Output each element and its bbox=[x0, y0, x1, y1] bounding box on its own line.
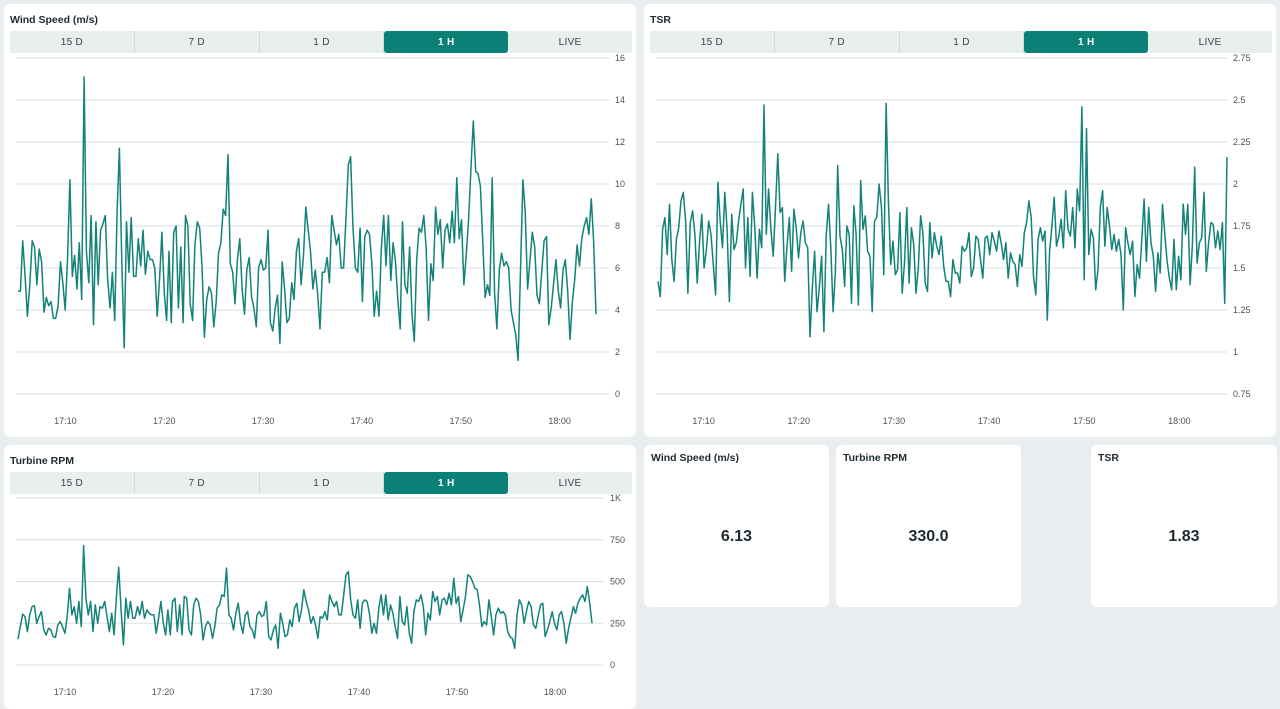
turbine-rpm-chart-card: Turbine RPM 15 D 7 D 1 D 1 H LIVE 0 250 50… bbox=[4, 445, 636, 709]
y-tick-label: 2 bbox=[615, 347, 620, 357]
tab-7d[interactable]: 7 D bbox=[775, 31, 900, 53]
y-tick-label: 500 bbox=[610, 577, 625, 587]
x-tick-label: 17:10 bbox=[54, 416, 77, 426]
x-tick-label: 17:40 bbox=[978, 416, 1001, 426]
tab-1h[interactable]: 1 H bbox=[1024, 31, 1149, 53]
y-tick-label: 1.25 bbox=[1233, 305, 1251, 315]
tab-live[interactable]: LIVE bbox=[558, 36, 582, 48]
tsr-chart-card: TSR 15 D 7 D 1 D 1 H LIVE 0.75 1 1.25 1.5 1.… bbox=[644, 4, 1276, 437]
y-tick-label: 1.75 bbox=[1233, 221, 1251, 231]
x-tick-label: 18:00 bbox=[548, 416, 571, 426]
metric-title: TSR bbox=[1098, 452, 1119, 464]
time-range-tabs: 15 D 7 D 1 D 1 H LIVE bbox=[10, 31, 632, 53]
wind-speed-chart-card: Wind Speed (m/s) 15 D 7 D 1 D 1 H LIVE 0… bbox=[4, 4, 636, 437]
time-range-tabs: 15 D 7 D 1 D 1 H LIVE bbox=[10, 472, 632, 494]
series-line bbox=[18, 76, 597, 362]
y-tick-label: 16 bbox=[615, 53, 625, 63]
x-tick-label: 17:30 bbox=[883, 416, 906, 426]
tab-1d[interactable]: 1 D bbox=[260, 31, 385, 53]
turbine-rpm-line-chart[interactable]: 0 250 500 750 1K 17:10 17:20 17:30 17:40 17:50 18:… bbox=[4, 445, 636, 709]
y-tick-label: 0 bbox=[615, 389, 620, 399]
y-tick-label: 10 bbox=[615, 179, 625, 189]
metric-value: 6.13 bbox=[720, 528, 753, 545]
x-tick-label: 17:10 bbox=[692, 416, 715, 426]
y-tick-label: 0.75 bbox=[1233, 389, 1251, 399]
metric-value: 330.0 bbox=[908, 528, 949, 545]
tab-1d[interactable]: 1 D bbox=[260, 472, 385, 494]
x-tick-label: 17:20 bbox=[153, 416, 176, 426]
metric-title: Turbine RPM bbox=[843, 452, 907, 464]
tab-15d[interactable]: 15 D bbox=[10, 472, 135, 494]
x-tick-label: 17:40 bbox=[351, 416, 374, 426]
y-tick-label: 8 bbox=[615, 221, 620, 231]
wind-speed-line-chart[interactable]: 0 2 4 6 8 10 12 14 16 17:10 17:20 17:30 17:40 17:50 18… bbox=[4, 4, 636, 437]
tab-7d[interactable]: 7 D bbox=[135, 472, 260, 494]
y-tick-label: 2.75 bbox=[1233, 53, 1251, 63]
x-tick-label: 17:10 bbox=[54, 687, 77, 697]
series-line bbox=[657, 102, 1228, 338]
x-tick-label: 17:30 bbox=[252, 416, 275, 426]
x-tick-label: 18:00 bbox=[544, 687, 567, 697]
turbine-rpm-metric-card: Turbine RPM 330.0 bbox=[836, 445, 1021, 607]
y-tick-label: 750 bbox=[610, 535, 625, 545]
y-tick-label: 1K bbox=[610, 493, 621, 503]
tab-1h[interactable]: 1 H bbox=[384, 31, 509, 53]
tsr-line-chart[interactable]: 0.75 1 1.25 1.5 1.75 2 2.25 2.5 2.75 17:10 17:20 17… bbox=[644, 4, 1276, 437]
x-tick-label: 17:50 bbox=[449, 416, 472, 426]
y-tick-label: 0 bbox=[610, 660, 615, 670]
y-tick-label: 1 bbox=[1233, 347, 1238, 357]
x-tick-label: 17:50 bbox=[1073, 416, 1096, 426]
wind-speed-metric-card: Wind Speed (m/s) 6.13 bbox=[644, 445, 829, 607]
x-tick-label: 17:20 bbox=[787, 416, 810, 426]
metric-value: 1.83 bbox=[1168, 528, 1200, 545]
tab-live[interactable]: LIVE bbox=[1198, 36, 1222, 48]
y-tick-label: 6 bbox=[615, 263, 620, 273]
y-tick-label: 2.25 bbox=[1233, 137, 1251, 147]
x-tick-label: 17:20 bbox=[152, 687, 175, 697]
tab-1d[interactable]: 1 D bbox=[900, 31, 1025, 53]
tab-live[interactable]: LIVE bbox=[558, 477, 582, 489]
time-range-tabs: 15 D 7 D 1 D 1 H LIVE bbox=[650, 31, 1272, 53]
y-tick-label: 1.5 bbox=[1233, 263, 1246, 273]
y-tick-label: 4 bbox=[615, 305, 620, 315]
y-tick-label: 14 bbox=[615, 95, 625, 105]
x-tick-label: 17:40 bbox=[348, 687, 371, 697]
tab-7d[interactable]: 7 D bbox=[135, 31, 260, 53]
y-tick-label: 2.5 bbox=[1233, 95, 1246, 105]
x-tick-label: 17:50 bbox=[446, 687, 469, 697]
series-line bbox=[17, 544, 593, 650]
x-tick-label: 18:00 bbox=[1168, 416, 1191, 426]
y-tick-label: 12 bbox=[615, 137, 625, 147]
tab-15d[interactable]: 15 D bbox=[650, 31, 775, 53]
turbine-rpm-chart-title: Turbine RPM bbox=[10, 455, 74, 467]
tsr-metric-card: TSR 1.83 bbox=[1091, 445, 1277, 607]
wind-speed-chart-title: Wind Speed (m/s) bbox=[10, 14, 98, 26]
tsr-chart-title: TSR bbox=[650, 14, 671, 26]
tab-15d[interactable]: 15 D bbox=[10, 31, 135, 53]
y-tick-label: 2 bbox=[1233, 179, 1238, 189]
y-tick-label: 250 bbox=[610, 618, 625, 628]
tab-1h[interactable]: 1 H bbox=[384, 472, 509, 494]
x-tick-label: 17:30 bbox=[250, 687, 273, 697]
metric-title: Wind Speed (m/s) bbox=[651, 452, 739, 464]
